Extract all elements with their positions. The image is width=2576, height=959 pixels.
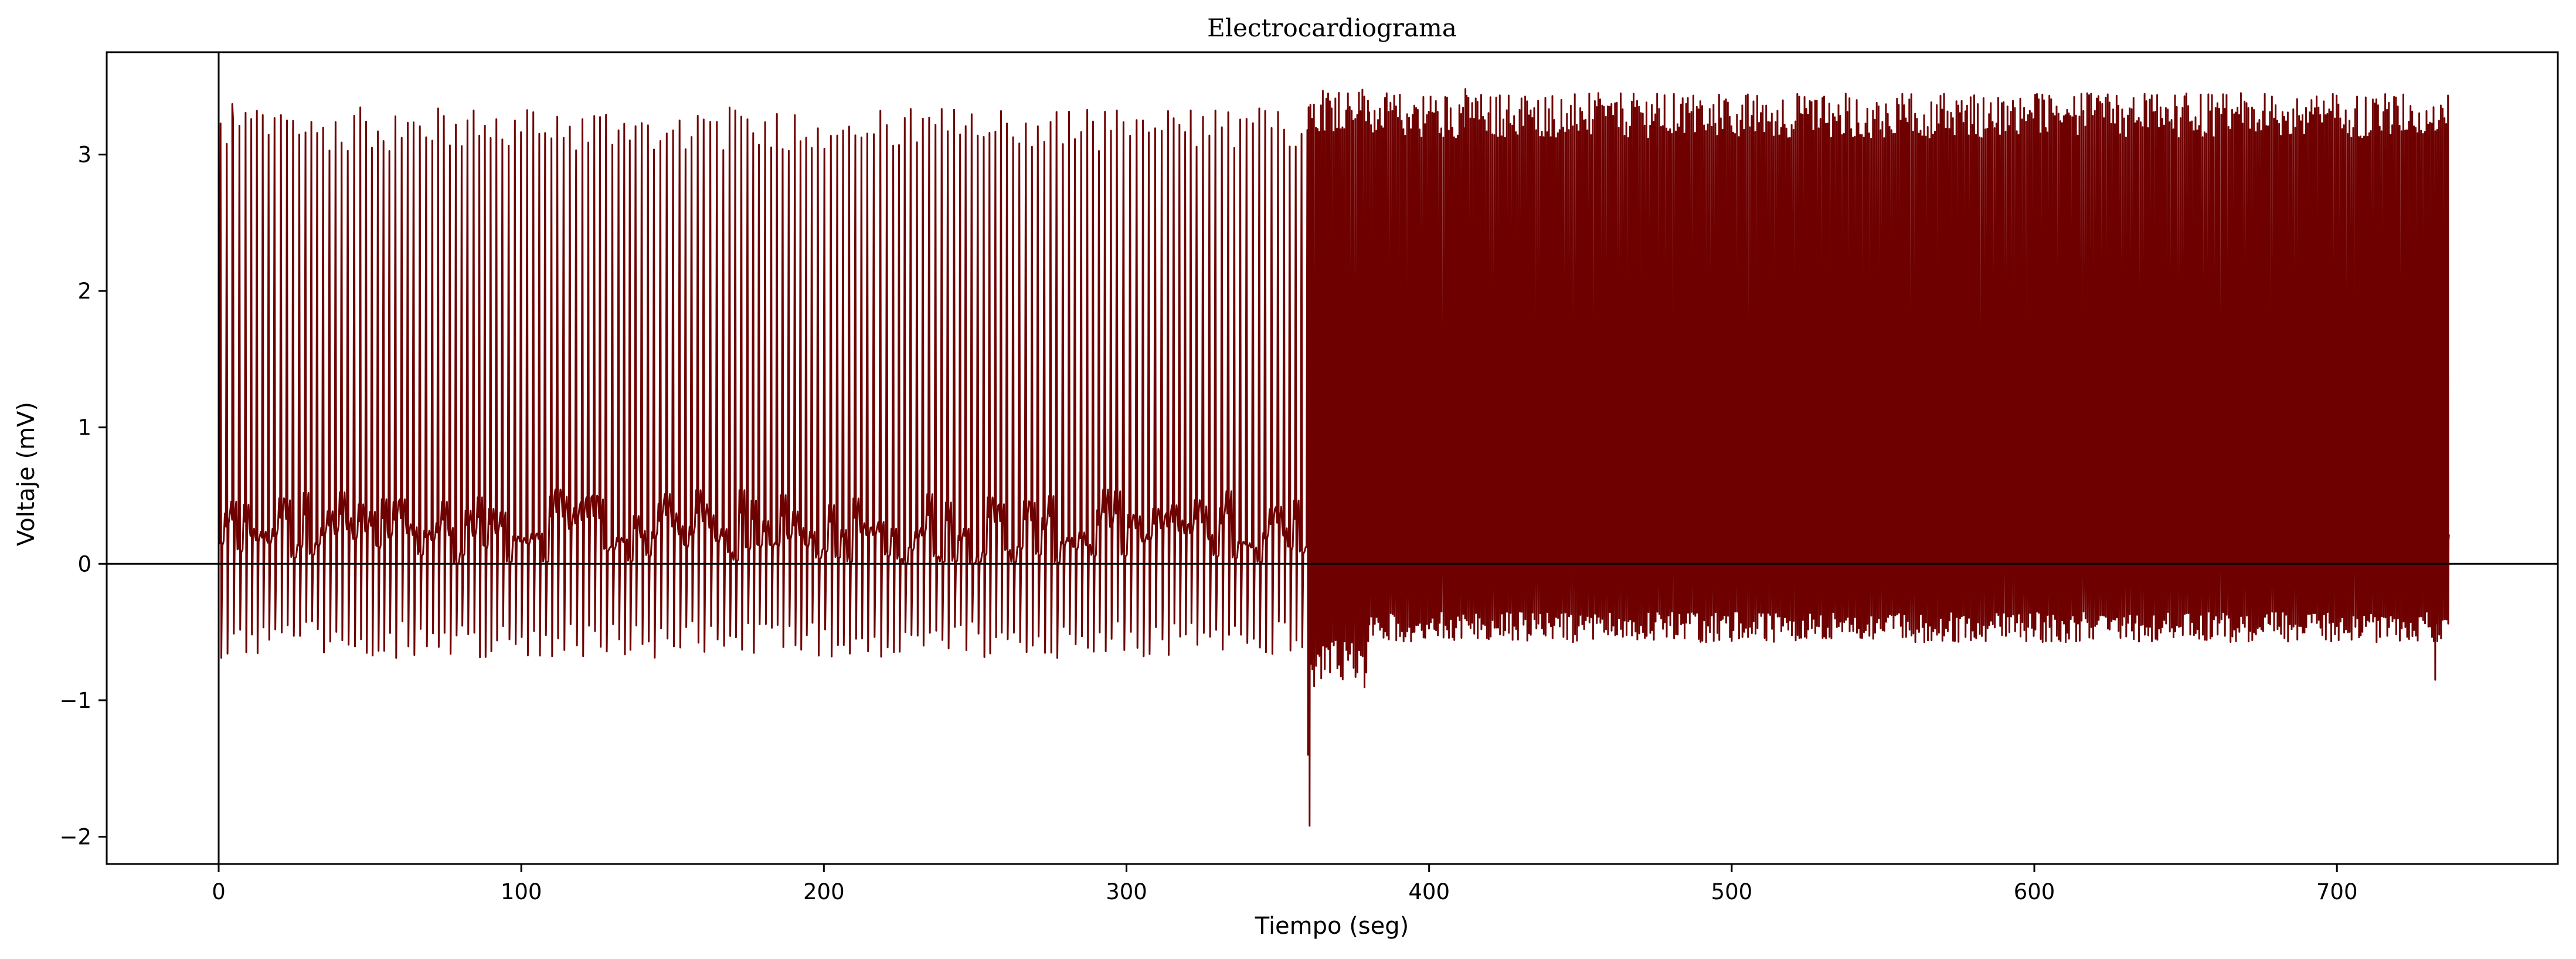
- y-axis-ticks: −2 −1 0 1 2 3: [59, 142, 107, 849]
- x-tick-label: 500: [1711, 879, 1753, 904]
- x-tick-label: 200: [803, 879, 845, 904]
- y-axis-label: Voltaje (mV): [13, 402, 40, 546]
- y-tick-label: 3: [77, 142, 91, 167]
- x-tick-label: 700: [2316, 879, 2358, 904]
- ecg-signal-line: [218, 88, 2450, 827]
- x-axis-ticks: 0 100 200 300 400 500 600 700: [212, 864, 2358, 904]
- chart-title: Electrocardiograma: [1207, 13, 1457, 42]
- x-tick-label: 100: [501, 879, 542, 904]
- x-tick-label: 400: [1408, 879, 1450, 904]
- y-tick-label: 0: [77, 551, 91, 577]
- x-tick-label: 0: [212, 879, 226, 904]
- plot-frame: [106, 51, 2559, 865]
- y-tick-label: −1: [59, 688, 91, 713]
- ecg-signal-group: [218, 88, 2450, 827]
- x-tick-label: 600: [2014, 879, 2055, 904]
- plot-area: [106, 51, 2559, 865]
- y-tick-label: −2: [59, 824, 91, 849]
- y-tick-label: 1: [77, 415, 91, 440]
- x-axis-label: Tiempo (seg): [1255, 913, 1409, 940]
- x-tick-label: 300: [1106, 879, 1147, 904]
- y-tick-label: 2: [77, 279, 91, 304]
